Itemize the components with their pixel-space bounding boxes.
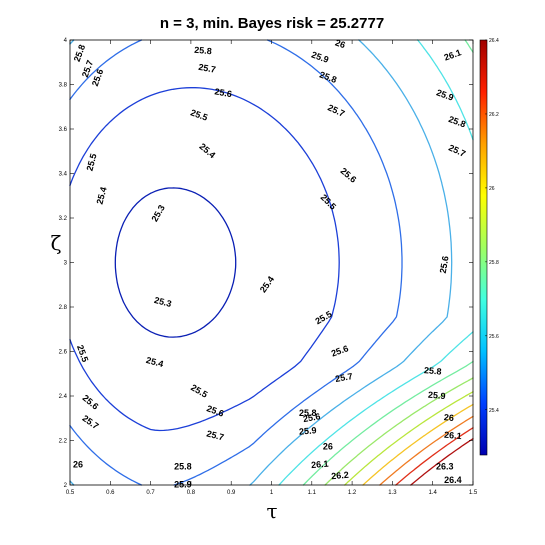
- contour-label: 25.5: [319, 192, 338, 211]
- contour-label: 25.4: [95, 186, 109, 206]
- x-tick-label: 0.6: [106, 490, 115, 496]
- contour-lines: [69, 39, 474, 486]
- contour-label: 26: [73, 459, 83, 469]
- colorbar-tick-label: 25.6: [489, 334, 499, 340]
- contour-label: 26.1: [444, 430, 462, 441]
- contour-label: 25.7: [326, 102, 346, 118]
- contour-label: 26: [334, 37, 347, 50]
- y-tick-label: 3.2: [59, 216, 68, 222]
- colorbar-tick-label: 26.4: [489, 38, 499, 44]
- plot-frame: [69, 39, 474, 486]
- y-axis-ticks: 2 2.2 2.4 2.6 2.8 3 3.2 3.4 3.6 3.8 4: [59, 38, 473, 489]
- contour-label: 25.6: [214, 86, 233, 99]
- contour-label: 25.6: [81, 393, 101, 412]
- y-tick-label: 2: [64, 483, 68, 489]
- y-axis-label: ζ: [51, 231, 62, 255]
- colorbar-tick-label: 25.4: [489, 408, 499, 414]
- contour-label: 25.7: [198, 62, 217, 75]
- contour-label: 25.5: [75, 344, 90, 364]
- colorbar-tick-label: 25.8: [489, 260, 499, 266]
- contour-line-25-5: [69, 39, 403, 486]
- contour-line-25-3: [114, 187, 237, 338]
- contour-label: 26: [443, 412, 454, 423]
- contour-label: 25.7: [447, 142, 467, 158]
- contour-line-25-4: [69, 87, 340, 432]
- x-axis-ticks: 0.5 0.6 0.7 0.8 0.9 1 1.1 1.2 1.3 1.4 1.5: [66, 40, 478, 496]
- contour-line-26-1: [362, 403, 474, 486]
- contour-line-26-3: [395, 427, 474, 486]
- contour-label: 25.6: [339, 166, 359, 185]
- x-axis-label: τ: [266, 499, 277, 523]
- contour-label: 25.9: [435, 87, 455, 102]
- contour-label: 26.2: [331, 470, 349, 481]
- y-tick-label: 2.2: [59, 439, 68, 445]
- y-tick-label: 3.4: [59, 172, 68, 178]
- contour-label: 25.7: [334, 371, 353, 384]
- y-tick-label: 2.6: [59, 350, 68, 356]
- y-tick-label: 3.6: [59, 127, 68, 133]
- contour-label: 25.9: [310, 50, 330, 65]
- x-tick-label: 0.5: [66, 490, 75, 496]
- contour-label: 25.3: [153, 295, 173, 309]
- y-tick-label: 3: [64, 261, 68, 267]
- contour-label: 25.6: [330, 343, 350, 358]
- contour-label: 25.6: [302, 411, 321, 424]
- colorbar: [479, 39, 488, 456]
- contour-label: 25.4: [258, 274, 276, 294]
- x-tick-label: 1.5: [469, 490, 478, 496]
- x-tick-label: 0.7: [146, 490, 155, 496]
- contour-label: 25.4: [197, 141, 217, 160]
- y-tick-label: 2.4: [59, 394, 68, 400]
- contour-label: 25.7: [205, 428, 225, 442]
- contour-label: 25.6: [438, 255, 451, 274]
- contour-label: 25.6: [90, 68, 105, 88]
- colorbar-ticks: 25.4 25.6 25.8 26 26.2 26.4: [485, 38, 499, 414]
- x-tick-label: 1.2: [348, 490, 357, 496]
- contour-label: 26: [323, 442, 333, 452]
- contour-line-26-2: [379, 415, 474, 486]
- colorbar-tick-label: 26: [489, 186, 495, 192]
- contour-label: 26.1: [443, 47, 463, 62]
- contour-label: 25.9: [428, 390, 446, 401]
- contour-line-25-7: [278, 39, 474, 486]
- contour-line-26-4: [410, 438, 474, 486]
- x-tick-label: 0.8: [187, 490, 196, 496]
- y-tick-label: 3.8: [59, 83, 68, 89]
- contour-line-26-0: [344, 391, 474, 486]
- contour-label: 25.3: [149, 203, 166, 223]
- contour-label: 25.8: [424, 365, 442, 376]
- contour-label: 25.5: [189, 382, 209, 399]
- contour-line-25-8: [302, 39, 474, 486]
- contour-label: 25.8: [318, 70, 338, 85]
- contour-label: 25.5: [189, 107, 209, 122]
- contour-label: 25.8: [174, 462, 192, 472]
- y-tick-label: 4: [64, 38, 68, 44]
- chart-title: n = 3, min. Bayes risk = 25.2777: [160, 15, 384, 32]
- contour-label: 26.1: [311, 459, 329, 470]
- contour-label: 25.8: [194, 45, 212, 56]
- contour-line-25-6: [69, 39, 453, 486]
- x-tick-label: 1: [270, 490, 274, 496]
- x-tick-label: 1.3: [388, 490, 397, 496]
- contour-label: 25.4: [145, 355, 165, 369]
- colorbar-tick-label: 26.2: [489, 112, 499, 118]
- contour-label: 25.9: [174, 479, 192, 489]
- contour-label: 25.5: [313, 309, 333, 326]
- contour-label: 25.9: [299, 425, 317, 436]
- contour-label: 26.4: [444, 475, 462, 485]
- contour-label: 25.5: [84, 152, 98, 172]
- y-tick-label: 2.8: [59, 305, 68, 311]
- contour-label: 26.3: [436, 462, 454, 472]
- x-tick-label: 1.1: [308, 490, 317, 496]
- x-tick-label: 1.4: [429, 490, 438, 496]
- x-tick-label: 0.9: [227, 490, 236, 496]
- contour-label: 25.8: [299, 408, 317, 418]
- contour-label: 25.7: [80, 413, 100, 431]
